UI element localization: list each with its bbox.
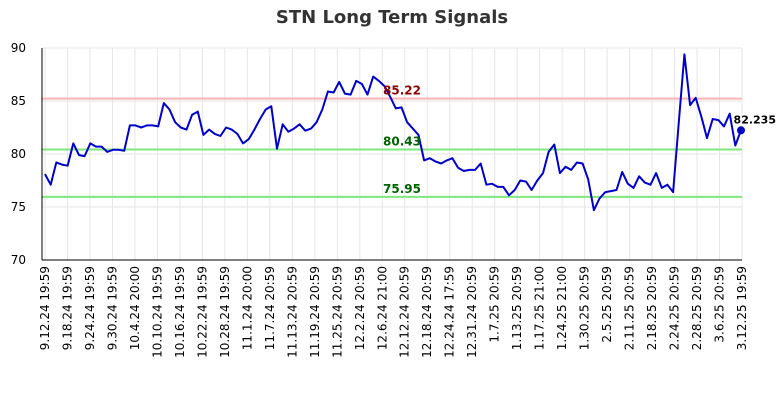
x-tick-label: 10.28.24 19:59 (218, 266, 232, 358)
y-tick-label: 80 (11, 147, 26, 161)
x-tick-label: 1.13.25 20:59 (510, 266, 524, 350)
series-layer (44, 53, 745, 212)
x-tick-label: 12.18.24 20:59 (420, 266, 434, 358)
signal-level-label: 80.43 (383, 134, 421, 148)
x-tick-label: 1.7.25 20:59 (488, 266, 502, 343)
x-tick-label: 3.12.25 19:59 (735, 266, 749, 350)
y-tick-label: 85 (11, 94, 26, 108)
x-tick-label: 12.31.24 20:59 (465, 266, 479, 358)
last-value-point (737, 126, 745, 135)
x-tick-label: 10.16.24 19:59 (173, 266, 187, 358)
x-tick-label: 12.2.24 20:59 (353, 266, 367, 350)
x-tick-label: 11.19.24 20:59 (308, 266, 322, 358)
x-tick-label: 2.18.25 20:59 (645, 266, 659, 350)
x-tick-label: 9.30.24 19:59 (105, 266, 119, 350)
x-tick-label: 12.12.24 20:59 (398, 266, 412, 358)
signal-level-label: 85.22 (383, 84, 421, 98)
x-tick-label: 10.4.24 20:00 (128, 266, 142, 350)
x-tick-label: 11.1.24 20:00 (240, 266, 254, 350)
chart-title: STN Long Term Signals (275, 7, 509, 28)
label-layer: 85.22 80.43 75.95 82.235 (383, 84, 776, 196)
y-tick-label: 70 (11, 253, 26, 267)
x-tick-label: 1.24.25 21:00 (555, 266, 569, 350)
x-tick-label: 10.22.24 19:59 (195, 266, 209, 358)
x-tick-label: 12.6.24 21:00 (375, 266, 389, 350)
x-tick-label: 9.12.24 19:59 (38, 266, 52, 350)
x-tick-label: 2.11.25 20:59 (623, 266, 637, 350)
x-tick-label: 10.10.24 19:59 (150, 266, 164, 358)
x-tick-label: 9.18.24 19:59 (60, 266, 74, 350)
x-tick-label: 3.6.25 20:59 (713, 266, 727, 343)
signal-level-label: 75.95 (383, 182, 421, 196)
x-tick-label: 2.24.25 20:59 (668, 266, 682, 350)
x-tick-label: 1.17.25 21:00 (533, 266, 547, 350)
last-value-label: 82.235 (734, 113, 776, 126)
y-tick-label: 75 (11, 200, 26, 214)
x-tick-label: 1.30.25 20:59 (578, 266, 592, 350)
x-tick-label: 2.28.25 20:59 (690, 266, 704, 350)
x-tick-label: 9.24.24 19:59 (83, 266, 97, 350)
grid-layer (42, 47, 743, 261)
series-line (44, 53, 742, 212)
x-tick-label: 11.25.24 20:59 (330, 266, 344, 358)
y-tick-label: 90 (11, 41, 26, 55)
x-tick-label: 11.13.24 20:59 (285, 266, 299, 358)
x-tick-label: 11.7.24 20:59 (263, 266, 277, 350)
axes: 9.12.24 19:59 9.18.24 19:59 9.24.24 19:59 9… (11, 41, 749, 358)
x-tick-label: 2.5.25 20:59 (600, 266, 614, 343)
x-tick-label: 12.24.24 17:59 (443, 266, 457, 358)
